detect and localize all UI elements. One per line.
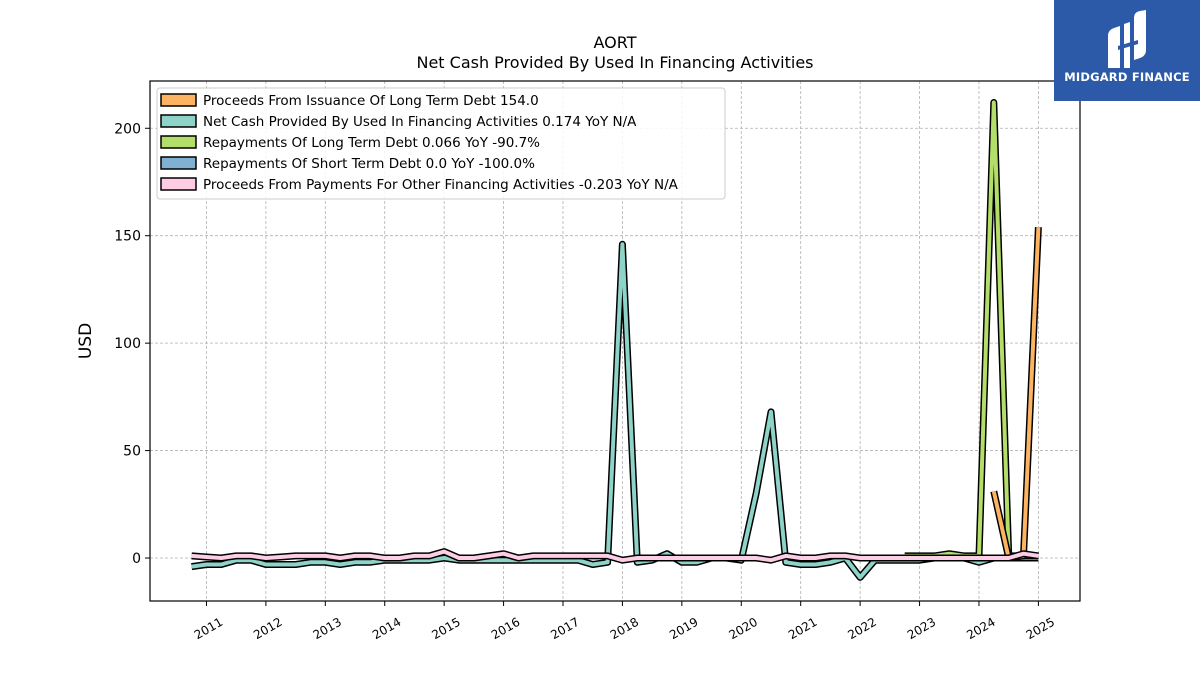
x-tick-label: 2021: [786, 615, 819, 642]
legend-label: Net Cash Provided By Used In Financing A…: [203, 114, 637, 130]
legend-label: Repayments Of Short Term Debt 0.0 YoY -1…: [203, 156, 535, 172]
x-tick-label: 2025: [1024, 615, 1057, 642]
x-tick-label: 2015: [429, 615, 462, 642]
brand-name: MIDGARD FINANCE: [1064, 70, 1190, 84]
series-line: [191, 240, 1039, 581]
y-tick-label: 50: [123, 444, 141, 460]
plot-frame: [149, 80, 1081, 602]
legend-swatch: [160, 156, 197, 170]
x-tick-label: 2013: [311, 615, 344, 642]
series-outline: [904, 99, 1039, 560]
x-tick-label: 2020: [727, 615, 760, 642]
logo-mark-icon: [1108, 10, 1146, 68]
y-tick-label: 0: [132, 551, 141, 567]
legend-box: [156, 87, 726, 200]
x-tick-label: 2014: [370, 615, 403, 642]
chart-subtitle: Net Cash Provided By Used In Financing A…: [416, 53, 813, 72]
series-line: [191, 548, 1039, 564]
series-line: [904, 99, 1039, 560]
y-tick-label: 100: [114, 336, 141, 352]
x-tick-label: 2011: [192, 615, 225, 642]
x-tick-label: 2018: [608, 615, 641, 642]
series-lines: [191, 99, 1042, 581]
series-stroke: [191, 549, 1039, 563]
legend-swatch: [160, 177, 197, 191]
legend-swatch: [160, 135, 197, 149]
series-stroke: [191, 242, 1039, 580]
legend-label: Proceeds From Issuance Of Long Term Debt…: [203, 93, 539, 109]
y-axis-label: USD: [76, 323, 96, 359]
x-tick-label: 2024: [964, 615, 997, 642]
chart-title: AORT: [594, 33, 637, 52]
y-tick-label: 150: [114, 229, 141, 245]
legend-label: Proceeds From Payments For Other Financi…: [203, 177, 679, 193]
x-tick-label: 2017: [548, 615, 581, 642]
x-tick-label: 2012: [251, 615, 284, 642]
legend-swatch: [160, 114, 197, 128]
y-tick-label: 200: [114, 121, 141, 137]
series-stroke: [904, 100, 1039, 558]
x-tick-label: 2016: [489, 615, 522, 642]
legend-label: Repayments Of Long Term Debt 0.066 YoY -…: [203, 135, 540, 151]
legend: Proceeds From Issuance Of Long Term Debt…: [156, 87, 726, 200]
legend-swatch: [160, 93, 197, 107]
x-tick-label: 2023: [905, 615, 938, 642]
brand-logo: MIDGARD FINANCE: [1054, 0, 1200, 101]
x-tick-label: 2019: [667, 615, 700, 642]
x-tick-label: 2022: [845, 615, 878, 642]
